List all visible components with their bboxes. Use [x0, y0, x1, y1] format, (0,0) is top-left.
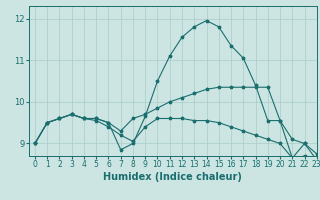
X-axis label: Humidex (Indice chaleur): Humidex (Indice chaleur): [103, 172, 242, 182]
